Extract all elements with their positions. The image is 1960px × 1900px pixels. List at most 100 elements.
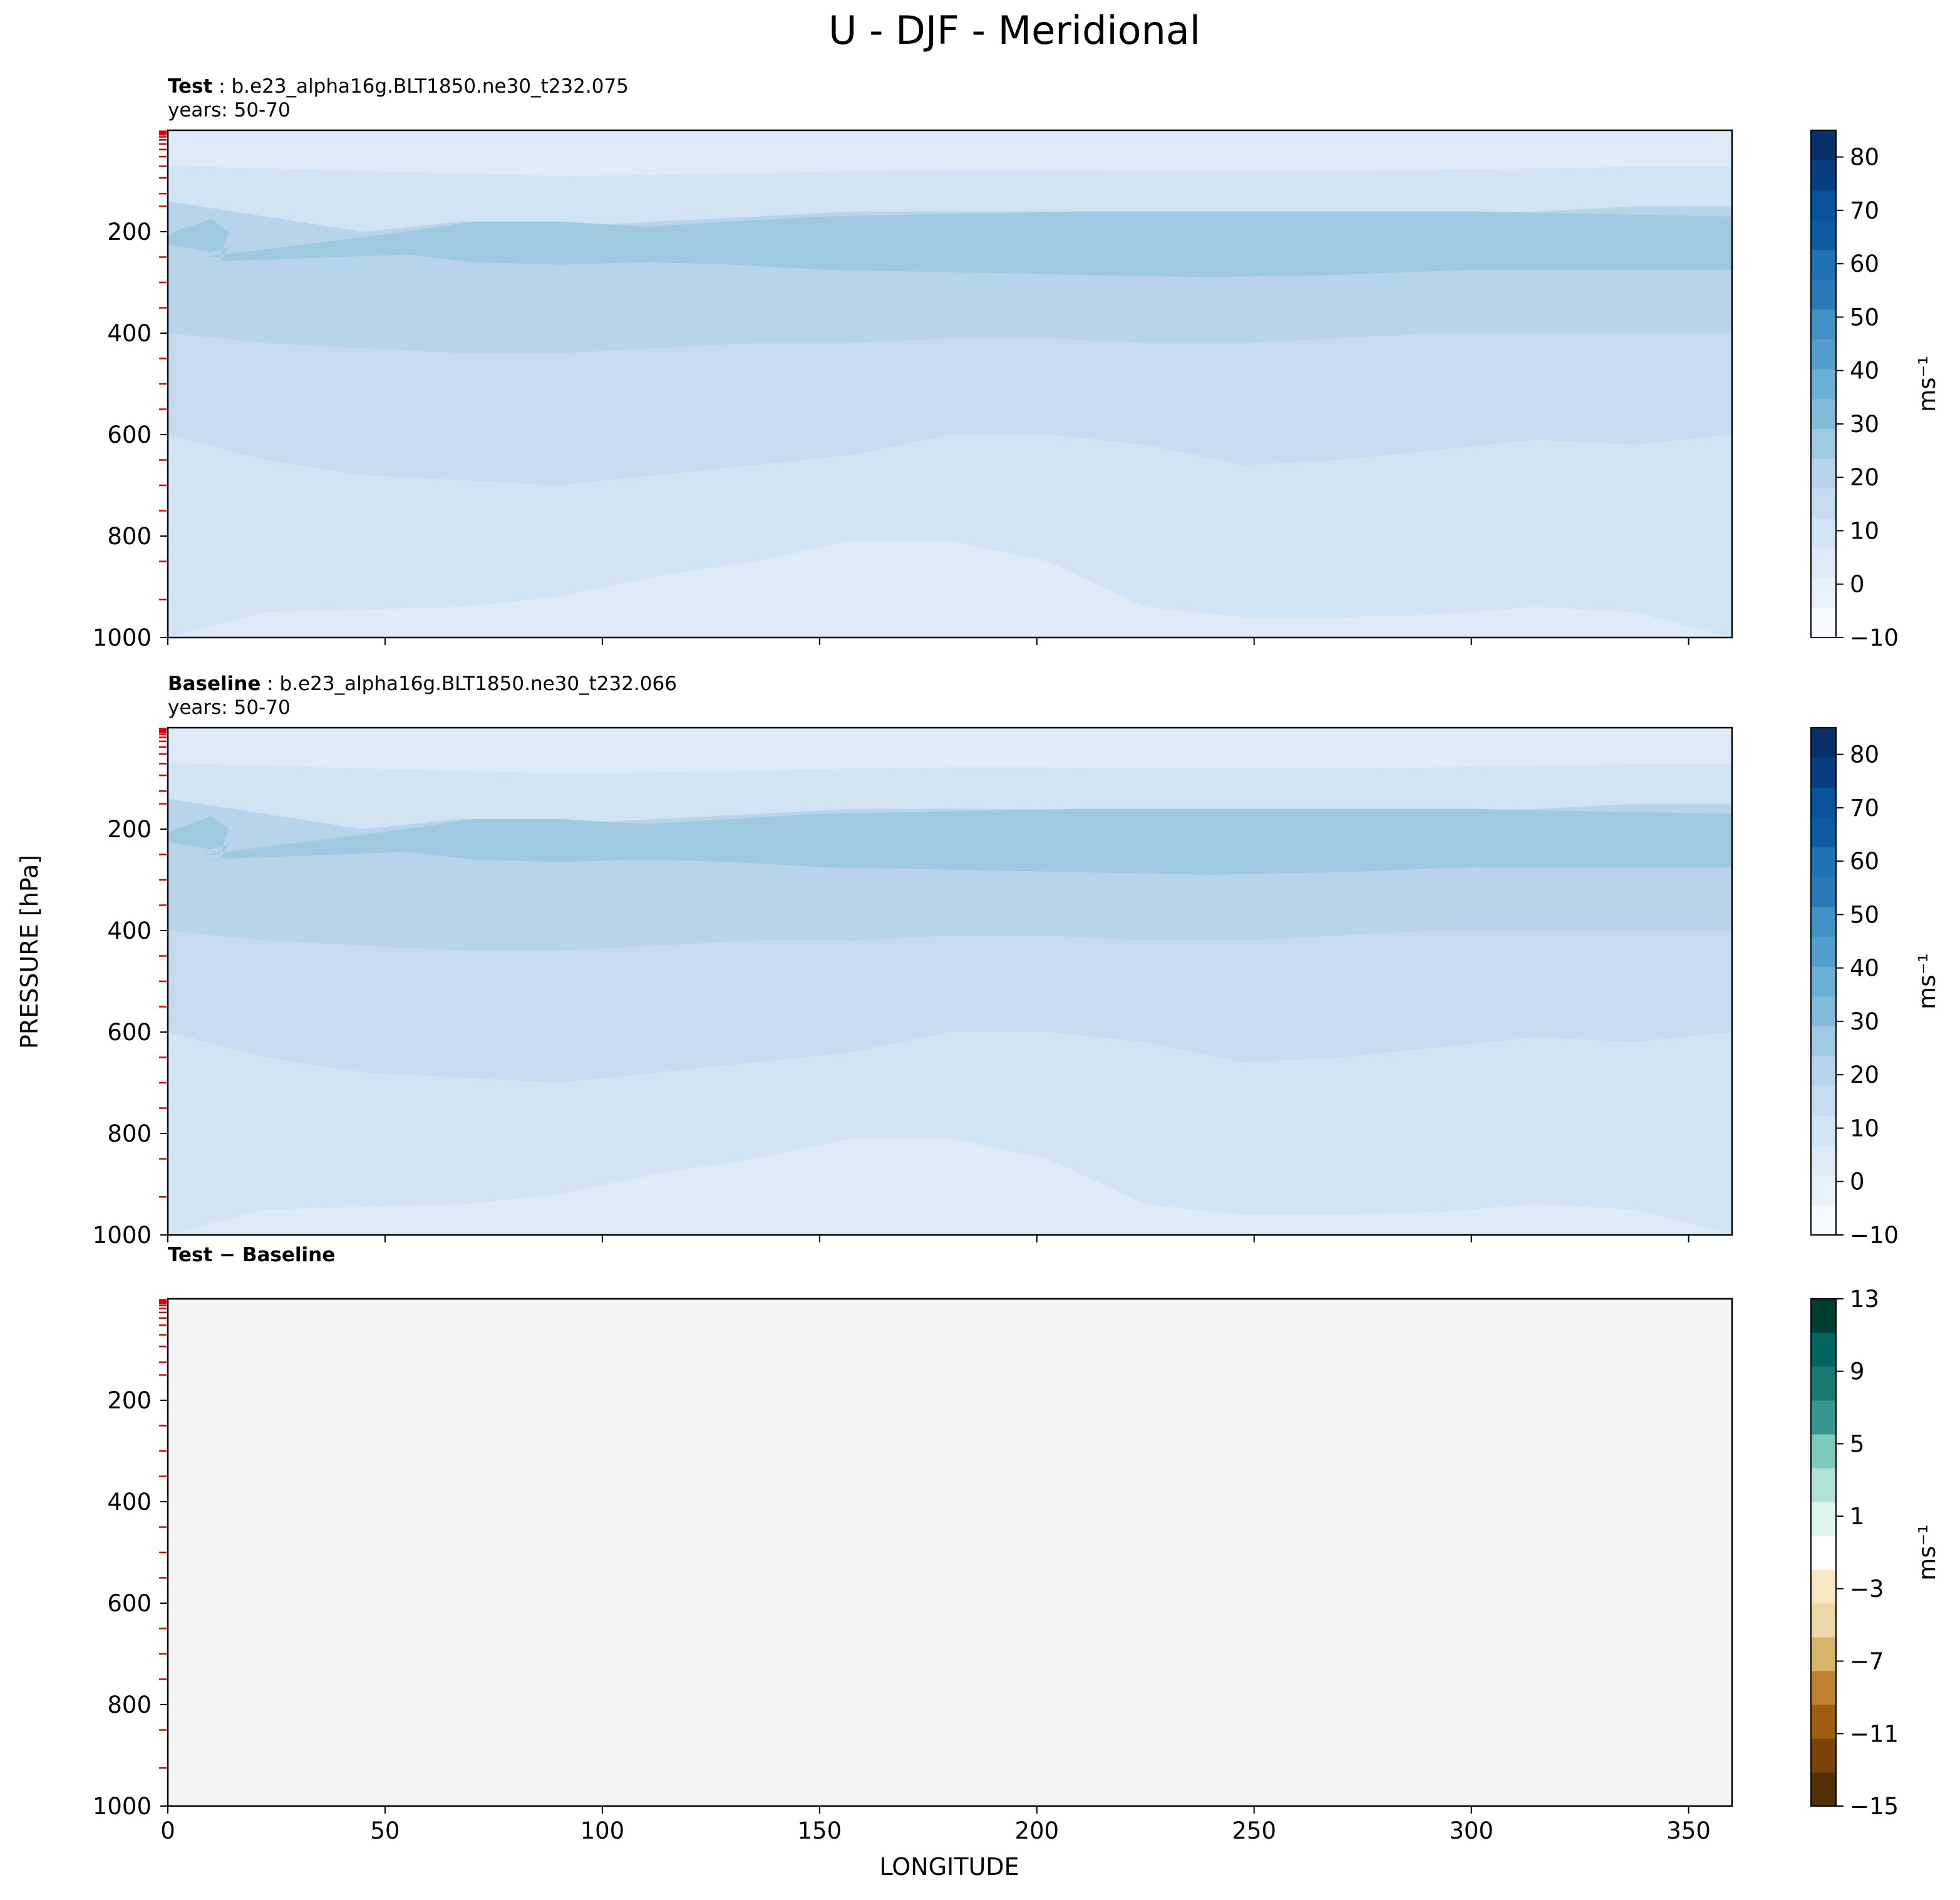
colorbar-swatch — [1811, 1705, 1836, 1739]
colorbar-tick-label: 50 — [1850, 304, 1879, 331]
contour-band — [168, 541, 1732, 638]
contour-band — [168, 728, 1732, 773]
panel-title: Baseline : b.e23_alpha16g.BLT1850.ne30_t… — [168, 673, 677, 695]
contour-band — [168, 333, 1732, 485]
colorbar-swatch — [1811, 1026, 1836, 1056]
colorbar-tick-label: 10 — [1850, 517, 1879, 544]
panel-3: Test − Baseline 200 400 600 800 1000 0 50 100 150… — [93, 1244, 1941, 1844]
colorbar-label: ms⁻¹ — [1914, 1524, 1941, 1581]
colorbar-swatch — [1811, 906, 1836, 937]
colorbar-swatch — [1811, 757, 1836, 788]
x-tick-label: 300 — [1449, 1817, 1493, 1844]
colorbar-tick-label: 30 — [1850, 411, 1879, 438]
colorbar-label: ms⁻¹ — [1914, 356, 1941, 412]
colorbar-swatch — [1811, 787, 1836, 818]
panel-title: Test − Baseline — [168, 1244, 335, 1266]
colorbar-swatch — [1811, 936, 1836, 967]
colorbar-swatch — [1811, 1502, 1836, 1536]
colorbar-swatch — [1811, 1603, 1836, 1638]
x-tick-label: 250 — [1232, 1817, 1276, 1844]
contour-field — [168, 130, 1732, 638]
colorbar-swatch — [1811, 728, 1836, 758]
colorbar-swatch — [1811, 1536, 1836, 1570]
colorbar-swatch — [1811, 130, 1836, 161]
colorbar-tick-label: 60 — [1850, 250, 1879, 277]
y-tick-label: 400 — [107, 320, 152, 347]
colorbar-tick-label: −3 — [1850, 1576, 1884, 1603]
colorbar-tick-label: 0 — [1850, 571, 1865, 598]
colorbar-tick-label: 9 — [1850, 1358, 1865, 1385]
colorbar-tick-label: 70 — [1850, 795, 1879, 822]
colorbar-swatch — [1811, 966, 1836, 997]
colorbar-tick-label: 40 — [1850, 955, 1879, 982]
panel-subtitle: years: 50-70 — [168, 696, 291, 719]
y-tick-label: 600 — [107, 421, 152, 448]
colorbar-swatch — [1811, 1333, 1836, 1367]
colorbar-swatch — [1811, 996, 1836, 1026]
colorbar-swatch — [1811, 1400, 1836, 1435]
axes-frame — [167, 726, 1733, 1236]
colorbar-tick-label: 20 — [1850, 464, 1879, 491]
jet-core — [168, 211, 1732, 277]
y-tick-label: 800 — [107, 1691, 152, 1718]
colorbar-swatch — [1811, 160, 1836, 190]
x-tick-label: 100 — [580, 1817, 625, 1844]
colorbar-tick-label: 80 — [1850, 144, 1879, 171]
colorbar: −10 0 10 20 30 40 50 60 70 80 ms⁻¹ — [1810, 727, 1941, 1249]
panel-title-case: Test − Baseline — [168, 1244, 335, 1266]
colorbar-tick-label: 13 — [1850, 1286, 1879, 1313]
y-tick-label: 600 — [107, 1019, 152, 1046]
y-tick-label: 1000 — [93, 624, 152, 651]
colorbar-swatch — [1811, 398, 1836, 429]
colorbar-swatch — [1811, 1366, 1836, 1401]
contour-field — [168, 728, 1732, 1235]
colorbar-swatch — [1811, 1738, 1836, 1773]
colorbar-swatch — [1811, 1056, 1836, 1087]
colorbar-swatch — [1811, 428, 1836, 459]
panel-title-case: Baseline — [168, 673, 260, 695]
contour-field — [168, 1299, 1732, 1806]
shared-y-label: PRESSURE [hPa] — [16, 855, 43, 1049]
colorbar-swatch — [1811, 1115, 1836, 1146]
colorbar-swatch — [1811, 817, 1836, 848]
colorbar-swatch — [1811, 1772, 1836, 1807]
x-tick-label: 50 — [370, 1817, 400, 1844]
colorbar-swatch — [1811, 309, 1836, 340]
colorbar-tick-label: 0 — [1850, 1169, 1865, 1195]
colorbar-swatch — [1811, 518, 1836, 549]
colorbar-swatch — [1811, 1468, 1836, 1502]
colorbar-swatch — [1811, 1205, 1836, 1236]
colorbar-swatch — [1811, 548, 1836, 579]
colorbar-tick-label: 80 — [1850, 741, 1879, 768]
panel-title-run: : b.e23_alpha16g.BLT1850.ne30_t232.066 — [260, 673, 677, 695]
colorbar: −15 −11 −7 −3 1 5 9 13 ms⁻¹ — [1810, 1286, 1941, 1820]
colorbar-swatch — [1811, 1671, 1836, 1705]
panel-2: Baseline : b.e23_alpha16g.BLT1850.ne30_t… — [93, 673, 1941, 1249]
colorbar-swatch — [1811, 577, 1836, 608]
colorbar-frame — [1810, 1298, 1837, 1807]
y-tick-label: 1000 — [93, 1222, 152, 1249]
y-tick-label: 400 — [107, 1489, 152, 1515]
y-tick-label: 800 — [107, 1120, 152, 1147]
colorbar-swatch — [1811, 1299, 1836, 1333]
colorbar-swatch — [1811, 847, 1836, 877]
x-axis-label: LONGITUDE — [879, 1853, 1019, 1881]
colorbar-tick-label: −10 — [1850, 1222, 1899, 1249]
x-tick-label: 350 — [1666, 1817, 1711, 1844]
panel-title-case: Test — [168, 75, 213, 98]
colorbar-tick-label: 50 — [1850, 901, 1879, 928]
y-tick-label: 1000 — [93, 1793, 152, 1820]
x-tick-label: 150 — [798, 1817, 842, 1844]
colorbar-tick-label: 20 — [1850, 1061, 1879, 1088]
y-tick-label: 400 — [107, 917, 152, 944]
y-tick-label: 600 — [107, 1590, 152, 1617]
colorbar-tick-label: 70 — [1850, 197, 1879, 224]
colorbar-swatch — [1811, 339, 1836, 369]
axes-frame — [167, 1298, 1733, 1807]
colorbar-swatch — [1811, 1569, 1836, 1604]
colorbar-tick-label: 5 — [1850, 1430, 1865, 1457]
colorbar-frame — [1810, 130, 1837, 638]
panel-title: Test : b.e23_alpha16g.BLT1850.ne30_t232.… — [168, 75, 629, 98]
difference-field — [168, 1299, 1732, 1806]
